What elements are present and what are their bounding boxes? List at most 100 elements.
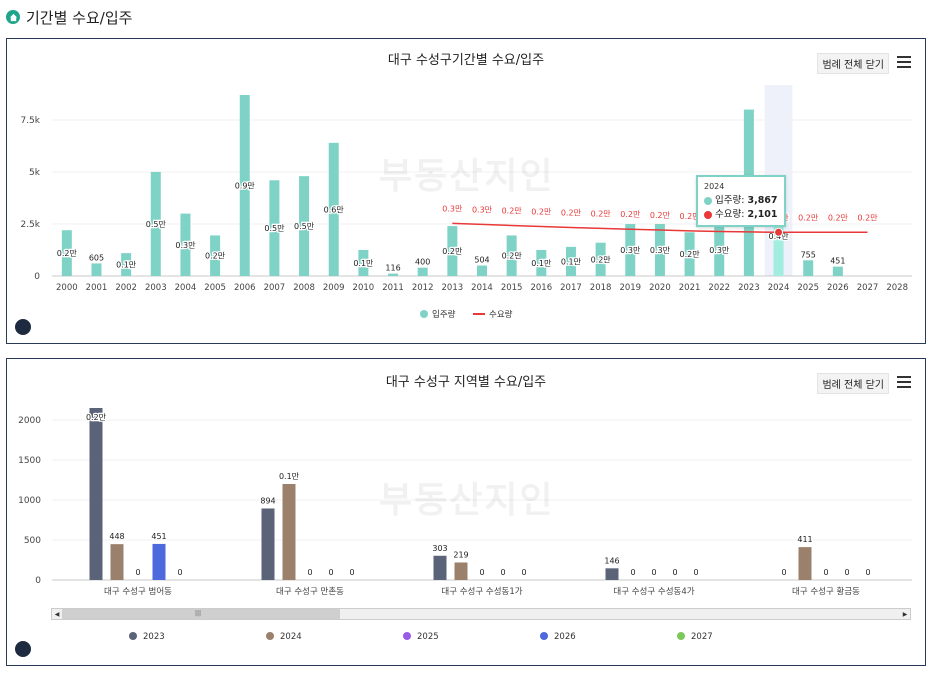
x-tick-label: 2016 xyxy=(530,283,552,293)
line-data-label: 0.2만 xyxy=(620,210,641,219)
menu-icon[interactable] xyxy=(897,56,911,68)
bar-data-label: 0 xyxy=(823,568,828,577)
bar xyxy=(832,266,843,276)
scroll-thumb[interactable]: ||| xyxy=(62,609,340,619)
x-tick-label: 2004 xyxy=(175,283,197,293)
horizontal-scrollbar[interactable]: ◀ ||| ▶ xyxy=(51,608,911,620)
bar-data-label: 0.5만 xyxy=(264,224,285,233)
region-chart-panel: 대구 수성구 지역별 수요/입주 0 500 1000 1500 2000 대구 수성구 범… xyxy=(6,358,926,666)
tooltip-value: 3,867 xyxy=(747,195,778,206)
bar-data-label: 0.9만 xyxy=(235,182,256,191)
menu-icon[interactable] xyxy=(897,376,911,388)
bar xyxy=(121,253,132,276)
x-tick-label: 2025 xyxy=(797,283,819,293)
chart-title: 대구 수성구 지역별 수요/입주 xyxy=(386,375,546,390)
x-tick-label: 2027 xyxy=(857,283,879,293)
watermark: 부동산지인 xyxy=(379,156,555,197)
bar xyxy=(654,223,665,276)
bar-data-label: 0.2만 xyxy=(205,252,226,261)
legend-label: 2027 xyxy=(691,632,713,642)
legend-supply-label: 입주량 xyxy=(432,309,456,320)
bar-data-label: 0.1만 xyxy=(531,259,552,268)
x-tick-label: 2001 xyxy=(86,283,108,293)
x-tick-label: 대구 수성구 수성동4가 xyxy=(613,587,694,597)
y-tick-label: 0 xyxy=(35,576,41,586)
chart-title: 대구 수성구기간별 수요/입주 xyxy=(388,53,544,68)
demand-line xyxy=(452,222,868,234)
bar-data-label: 0 xyxy=(307,568,312,577)
period-chart-panel: 대구 수성구기간별 수요/입주 0 2.5k 5k 7.5k 2000 2001 2002 20… xyxy=(6,38,926,344)
bar-data-label: 0 xyxy=(521,568,526,577)
bar xyxy=(417,267,428,276)
bar-data-label: 0.2만 xyxy=(591,255,612,264)
bar xyxy=(358,249,369,276)
scroll-left-arrow-icon[interactable]: ◀ xyxy=(54,610,60,618)
bar-data-label: 0.3만 xyxy=(650,246,671,255)
x-tick-label: 2007 xyxy=(264,283,286,293)
legend-label: 2026 xyxy=(554,632,576,642)
scroll-right-arrow-icon[interactable]: ▶ xyxy=(902,610,908,618)
bar xyxy=(506,235,517,276)
bar-data-label: 0 xyxy=(672,568,677,577)
y-tick-label: 2.5k xyxy=(20,220,40,230)
bar xyxy=(565,246,576,276)
bar-data-label: 0 xyxy=(693,568,698,577)
x-tick-label: 대구 수성구 황금동 xyxy=(792,586,860,597)
x-tick-label: 2021 xyxy=(679,283,701,293)
bar-data-label: 0.3만 xyxy=(175,241,196,250)
line-data-label: 0.2만 xyxy=(591,209,612,218)
line-data-label: 0.2만 xyxy=(680,212,701,221)
y-tick-label: 0 xyxy=(34,272,40,282)
x-tick-label: 대구 수성구 범어동 xyxy=(104,586,172,597)
legend-marker xyxy=(540,632,548,640)
page-title: 기간별 수요/입주 xyxy=(26,8,133,27)
bar xyxy=(536,249,547,276)
bar xyxy=(180,213,191,276)
bar xyxy=(684,232,695,276)
bar-data-label: 0.6만 xyxy=(324,205,345,214)
bar-data-label: 0 xyxy=(500,568,505,577)
legend-close-all-button[interactable]: 범례 전체 닫기 xyxy=(817,53,889,74)
bar-data-label: 0 xyxy=(630,568,635,577)
period-chart: 대구 수성구기간별 수요/입주 0 2.5k 5k 7.5k 2000 2001 2002 20… xyxy=(20,53,912,320)
bar-data-label: 0 xyxy=(328,568,333,577)
watermark: 부동산지인 xyxy=(379,480,555,521)
bar xyxy=(803,260,814,276)
bar xyxy=(61,230,72,276)
y-tick-label: 1500 xyxy=(18,456,41,466)
bar-data-label: 0 xyxy=(177,568,182,577)
tooltip-row-supply: 입주량: 3,867 xyxy=(704,194,778,208)
x-tick-label: 2002 xyxy=(115,283,137,293)
bar-data-label: 0 xyxy=(135,568,140,577)
x-tick-label: 2017 xyxy=(560,283,582,293)
brand-logo-icon xyxy=(15,319,31,335)
x-tick-label: 2018 xyxy=(590,283,612,293)
y-tick-label: 7.5k xyxy=(20,116,40,126)
x-tick-label: 2020 xyxy=(649,283,671,293)
x-tick-label: 대구 수성구 수성동1가 xyxy=(441,587,522,597)
x-tick-label: 2022 xyxy=(708,283,730,293)
bar xyxy=(239,95,250,276)
line-data-label: 0.2만 xyxy=(561,209,582,218)
x-tick-label: 2019 xyxy=(619,283,641,293)
line-data-label: 0.2만 xyxy=(798,213,819,222)
x-tick-label: 2023 xyxy=(738,283,760,293)
x-tick-label: 2015 xyxy=(501,283,523,293)
line-data-label: 0.2만 xyxy=(857,213,878,222)
legend-close-all-button[interactable]: 범례 전체 닫기 xyxy=(817,373,889,394)
x-tick-label: 2013 xyxy=(442,283,464,293)
x-tick-label: 2014 xyxy=(471,283,493,293)
legend-marker xyxy=(403,632,411,640)
brand-logo-icon xyxy=(15,641,31,657)
line-data-label: 0.2만 xyxy=(502,206,523,215)
bar-data-label: 411 xyxy=(797,535,812,544)
x-tick-label: 2006 xyxy=(234,283,256,293)
bar-data-label: 0 xyxy=(844,568,849,577)
bar xyxy=(299,176,310,276)
tooltip: 2024 입주량: 3,867 수요량: 2,101 xyxy=(696,175,786,227)
bar-data-label: 504 xyxy=(474,256,489,265)
supply-dot-icon xyxy=(704,196,712,205)
bar xyxy=(261,508,275,580)
legend-demand-label: 수요량 xyxy=(489,309,513,320)
bar-data-label: 0 xyxy=(479,568,484,577)
